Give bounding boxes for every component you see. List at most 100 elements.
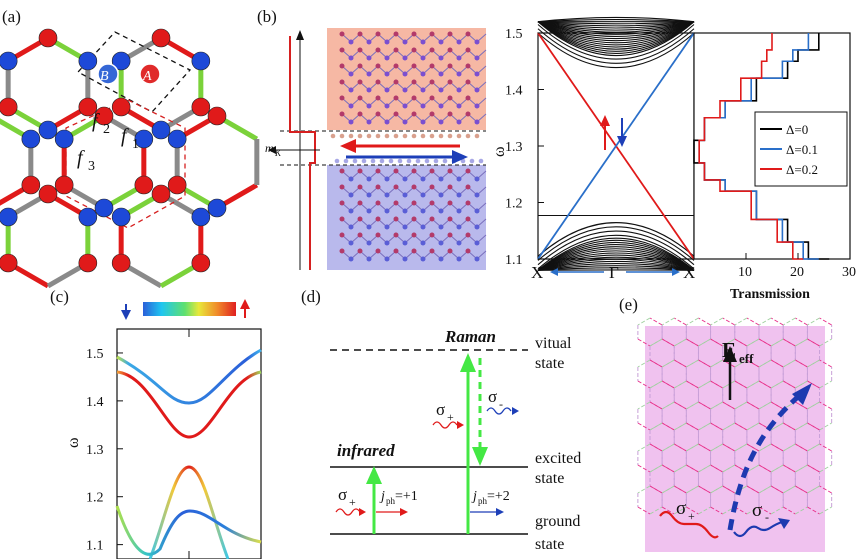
lattice-site xyxy=(38,28,58,48)
e-bond xyxy=(710,317,723,326)
domain-site xyxy=(366,192,372,198)
d-sigma-minus: σ xyxy=(488,387,497,406)
domain-site xyxy=(402,256,408,262)
lattice-sites xyxy=(0,28,227,273)
domain-site xyxy=(429,232,435,238)
e-bond xyxy=(770,338,784,347)
domain-site xyxy=(357,232,363,238)
domain-site xyxy=(375,95,381,101)
bulk-band-lower xyxy=(537,263,695,271)
domain-site xyxy=(375,248,381,254)
e-bond xyxy=(795,464,808,473)
domain-site xyxy=(384,208,390,214)
excited-state-1: excited xyxy=(535,450,581,467)
e-bond xyxy=(758,359,772,368)
e-bond xyxy=(770,359,784,368)
e-bond xyxy=(770,380,784,389)
e-sigma-plus-sub: + xyxy=(688,509,695,523)
domain-site xyxy=(357,184,363,190)
domain-site xyxy=(456,103,462,109)
domain-site xyxy=(465,168,471,174)
site-A xyxy=(139,63,161,85)
e-bond xyxy=(637,359,651,368)
e-bond xyxy=(807,464,820,473)
e-bond xyxy=(710,338,723,347)
e-sigma-minus-sub: - xyxy=(765,510,769,524)
e-bond xyxy=(758,464,772,473)
lattice-site xyxy=(111,51,131,71)
domain-site xyxy=(447,111,453,117)
panel-b-schematic: m K xyxy=(265,28,487,270)
lattice-site xyxy=(54,175,74,195)
domain-site xyxy=(474,208,480,214)
interface-site xyxy=(438,133,444,139)
lattice-site xyxy=(94,106,114,126)
lattice-site xyxy=(207,106,227,126)
domain-site xyxy=(393,95,399,101)
e-bond xyxy=(819,422,832,431)
e-bond xyxy=(661,338,675,347)
ground-state-1: ground xyxy=(535,513,580,530)
domain-site xyxy=(447,168,453,174)
domain-site xyxy=(375,200,381,206)
domain-site xyxy=(465,200,471,206)
e-bond xyxy=(722,359,736,368)
transmission-line-2 xyxy=(698,33,804,260)
interface-site xyxy=(384,133,390,139)
domain-site xyxy=(456,87,462,93)
transmission-lines xyxy=(693,33,830,260)
bulk-band-upper xyxy=(537,16,695,23)
bulk-band-upper xyxy=(537,21,695,46)
band-ylabel: ω xyxy=(491,146,508,157)
e-bond xyxy=(758,443,772,452)
site-B xyxy=(97,63,119,85)
domain-site xyxy=(465,63,471,69)
lattice-site xyxy=(21,175,41,195)
domain-site xyxy=(402,119,408,125)
domain-site xyxy=(438,256,444,262)
domain-site xyxy=(375,47,381,53)
domain-site xyxy=(438,119,444,125)
band-yticks: 1.1 1.2 1.3 1.4 1.5 xyxy=(505,27,544,268)
domain-site xyxy=(447,47,453,53)
domain-site xyxy=(348,71,354,77)
band-ytick-label: 1.5 xyxy=(505,27,523,42)
domain-site xyxy=(411,31,417,37)
e-bond xyxy=(770,401,784,410)
bulk-band-lower xyxy=(537,256,695,271)
bulk-band-lower xyxy=(537,246,695,271)
e-bond xyxy=(770,443,784,452)
domain-site xyxy=(393,248,399,254)
lattice-bonds xyxy=(0,35,260,289)
domain-site xyxy=(366,71,372,77)
domain-site xyxy=(393,31,399,37)
e-bond xyxy=(673,443,687,452)
c-band-upper-blue xyxy=(116,348,262,405)
lattice-site xyxy=(191,253,211,273)
interface-site xyxy=(357,133,363,139)
e-bond xyxy=(686,443,699,452)
bulk-band-lower xyxy=(537,230,695,266)
e-bond xyxy=(795,443,808,452)
upper-domain xyxy=(327,28,486,130)
domain-site xyxy=(411,47,417,53)
bulk-band-upper xyxy=(537,28,695,64)
domain-site xyxy=(375,63,381,69)
bulk-band-upper xyxy=(537,21,695,40)
e-bond xyxy=(649,443,663,452)
panel-label-a: (a) xyxy=(2,7,21,26)
band-xtick-left: X xyxy=(531,263,543,282)
e-bond xyxy=(746,359,760,368)
lattice-site xyxy=(21,129,41,149)
domain-site xyxy=(438,55,444,61)
domain-site xyxy=(366,256,372,262)
domain-site xyxy=(474,71,480,77)
domain-site xyxy=(447,200,453,206)
domain-site xyxy=(357,31,363,37)
d-sigma-plus-1-sub: + xyxy=(349,495,356,509)
e-bond xyxy=(746,317,760,326)
bulk-band-lower xyxy=(537,265,695,271)
domain-site xyxy=(357,79,363,85)
domain-site xyxy=(384,55,390,61)
domain-site xyxy=(429,111,435,117)
